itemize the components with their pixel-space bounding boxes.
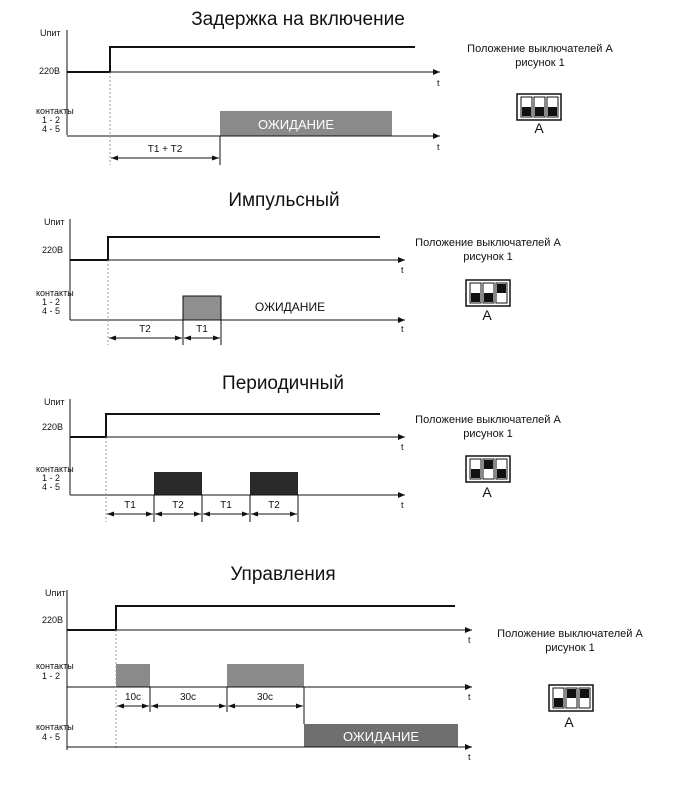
contacts-12-label-line1: контакты <box>36 661 74 671</box>
dip-switch-knob <box>484 460 493 469</box>
time-axis-label: t <box>437 78 440 88</box>
voltage-label: 220В <box>42 615 63 625</box>
interval-label: T1 <box>124 500 136 511</box>
switch-caption-line1: Положение выключателей А <box>415 414 561 426</box>
switch-caption-line1: Положение выключателей А <box>467 43 613 55</box>
interval-label: 10с <box>125 692 141 703</box>
contacts-axis-label: t <box>401 324 404 334</box>
diagram-control: Управления Uпит 220В t контакты 1 - 2 t … <box>36 564 643 762</box>
time-axis-label: t <box>401 442 404 452</box>
control-on-box <box>116 664 150 687</box>
switch-caption-line1: Положение выключателей А <box>415 237 561 249</box>
wait-state-label: ОЖИДАНИЕ <box>255 300 325 314</box>
switch-letter: А <box>564 714 574 730</box>
switch-caption-line2: рисунок 1 <box>463 251 512 263</box>
switch-caption-line2: рисунок 1 <box>515 57 564 69</box>
switch-caption-line2: рисунок 1 <box>545 642 594 654</box>
contacts-axis-label: t <box>437 142 440 152</box>
time-axis-label: t <box>468 635 471 645</box>
diagram-title: Импульсный <box>228 190 339 211</box>
voltage-label: 220В <box>39 66 60 76</box>
switch-letter: А <box>534 120 544 136</box>
interval-label: T2 <box>268 500 280 511</box>
contacts-label-line3: 4 - 5 <box>42 306 60 316</box>
voltage-label: 220В <box>42 245 63 255</box>
wait-state-box <box>304 724 458 747</box>
time-axis-label: t <box>401 265 404 275</box>
interval-label: T2 <box>139 324 151 335</box>
dip-switch-knob <box>548 107 557 116</box>
periodic-on-box <box>250 472 298 495</box>
interval-label: T2 <box>172 500 184 511</box>
contacts-label-line1: контакты <box>36 464 74 474</box>
dip-switch-icon <box>516 93 562 121</box>
switch-letter: А <box>482 484 492 500</box>
unit-label: Uпит <box>44 397 65 407</box>
switch-caption-line2: рисунок 1 <box>463 428 512 440</box>
dip-switch-icon <box>465 279 511 307</box>
contacts-label-line3: 4 - 5 <box>42 482 60 492</box>
interval-label: T1 + T2 <box>148 144 183 155</box>
contacts-label-line1: контакты <box>36 288 74 298</box>
dip-switch-knob <box>497 284 506 293</box>
control-on-box <box>227 664 304 687</box>
dip-switch-icon <box>548 684 594 712</box>
interval-label: 30с <box>257 692 273 703</box>
dip-switch-knob <box>484 293 493 302</box>
contacts-label-line3: 4 - 5 <box>42 124 60 134</box>
contacts-45-label-line1: контакты <box>36 722 74 732</box>
periodic-on-box <box>154 472 202 495</box>
wait-state-label: ОЖИДАНИЕ <box>343 729 419 744</box>
unit-label: Uпит <box>44 217 65 227</box>
unit-label: Uпит <box>45 588 66 598</box>
unit-label: Uпит <box>40 28 61 38</box>
contacts-label-line1: контакты <box>36 106 74 116</box>
diagram-delay-on: Задержка на включение Uпит 220В t контак… <box>36 9 613 165</box>
dip-switch-knob <box>554 698 563 707</box>
contacts-45-label-line2: 4 - 5 <box>42 732 60 742</box>
supply-signal <box>67 46 415 73</box>
contacts-label-line2: 1 - 2 <box>42 473 60 483</box>
dip-switch-knob <box>567 689 576 698</box>
voltage-label: 220В <box>42 422 63 432</box>
switch-letter: А <box>482 307 492 323</box>
interval-label: T1 <box>220 500 232 511</box>
wait-state-box <box>220 111 392 136</box>
contacts-label-line2: 1 - 2 <box>42 297 60 307</box>
supply-signal <box>70 413 380 438</box>
interval-label: T1 <box>196 324 208 335</box>
contacts-45-axis-label: t <box>468 752 471 762</box>
dip-switch-knob <box>471 293 480 302</box>
diagram-title: Управления <box>230 564 335 585</box>
supply-signal <box>67 605 455 631</box>
dip-switch-icon <box>465 455 511 483</box>
dip-switch-knob <box>497 469 506 478</box>
contacts-12-label-line2: 1 - 2 <box>42 671 60 681</box>
dip-switch-knob <box>522 107 531 116</box>
pulse-box <box>182 295 222 321</box>
interval-label: 30с <box>180 692 196 703</box>
dip-switch-knob <box>535 107 544 116</box>
contacts-label-line2: 1 - 2 <box>42 115 60 125</box>
contacts-axis-label: t <box>401 500 404 510</box>
switch-caption-line1: Положение выключателей А <box>497 628 643 640</box>
dip-switch-knob <box>580 689 589 698</box>
diagram-title: Задержка на включение <box>191 9 405 30</box>
contacts-12-axis-label: t <box>468 692 471 702</box>
diagram-title: Периодичный <box>222 373 344 394</box>
supply-signal <box>70 236 380 261</box>
wait-state-label: ОЖИДАНИЕ <box>258 117 334 132</box>
diagram-pulse: Импульсный Uпит 220В t контакты 1 - 2 4 … <box>36 190 561 345</box>
diagram-periodic: Периодичный Uпит 220В t контакты 1 - 2 4… <box>36 373 561 522</box>
dip-switch-knob <box>471 469 480 478</box>
